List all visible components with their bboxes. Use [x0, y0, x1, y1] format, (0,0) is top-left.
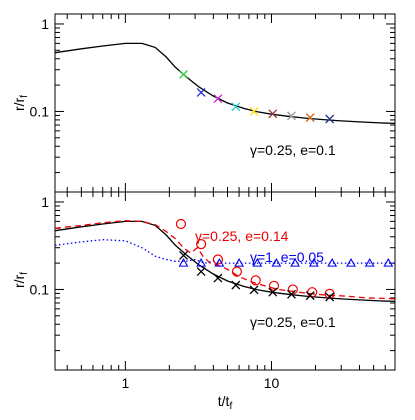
- triangle-marker: [214, 258, 225, 267]
- x-marker: [231, 280, 241, 290]
- triangle-marker: [346, 258, 356, 267]
- bottom-panel-frame: [54, 191, 396, 371]
- top-panel-ticks: [55, 14, 396, 192]
- bottom-panel-x-tick-labels: 1 10: [121, 375, 279, 391]
- triangle-marker: [308, 258, 319, 267]
- x-marker: [287, 111, 296, 121]
- triangle-marker: [364, 258, 375, 267]
- x-marker: [305, 113, 315, 123]
- circle-marker: [231, 266, 243, 277]
- x-tick-label: 1: [121, 375, 129, 391]
- bottom-panel-y-tick-labels: 10.1: [30, 194, 50, 297]
- x-marker: [325, 292, 335, 302]
- triangle-marker: [271, 258, 282, 267]
- circle-marker: [307, 287, 318, 298]
- circle-marker: [196, 238, 207, 250]
- x-marker: [249, 285, 259, 295]
- top-panel-y-tick-labels: 10.1: [30, 16, 50, 119]
- x-marker: [268, 287, 278, 297]
- triangle-marker: [196, 258, 207, 267]
- x-marker: [268, 109, 278, 119]
- triangle-marker: [290, 258, 301, 267]
- y-tick-label: 0.1: [30, 103, 50, 119]
- triangle-marker: [383, 258, 394, 267]
- x-marker: [325, 114, 335, 124]
- top-panel-y-axis-label: r/rf: [11, 95, 30, 111]
- top-panel-markers: [179, 69, 335, 124]
- triangle-marker: [327, 258, 338, 267]
- y-tick-label: 0.1: [30, 281, 50, 297]
- triangle-marker: [252, 258, 263, 267]
- x-marker: [231, 102, 241, 112]
- circle-marker: [212, 254, 224, 265]
- series-line-dashed: [54, 220, 396, 300]
- annotation-blue: γ=1, e=0.05: [250, 249, 324, 265]
- x-marker: [305, 291, 315, 301]
- y-tick-label: 1: [41, 16, 49, 32]
- x-axis-label: t/tf: [218, 393, 233, 412]
- circle-marker: [324, 288, 335, 299]
- circle-marker: [175, 218, 187, 230]
- bottom-panel-markers: [175, 218, 394, 302]
- bottom-panel-ticks: [55, 192, 396, 370]
- x-marker: [196, 267, 206, 277]
- series-line-dotted: [54, 239, 395, 264]
- x-marker: [213, 94, 223, 104]
- y-tick-label: 1: [41, 194, 49, 210]
- triangle-marker: [234, 258, 245, 267]
- x-marker: [179, 69, 188, 79]
- x-marker: [287, 289, 296, 299]
- annotation-black: γ=0.25, e=0.1: [250, 314, 336, 330]
- bottom-panel-y-axis-label: r/rf: [11, 272, 30, 288]
- circle-marker: [287, 284, 298, 295]
- x-marker: [213, 273, 223, 283]
- x-marker: [196, 87, 206, 97]
- triangle-marker: [178, 258, 189, 267]
- annotation-red: γ=0.25, e=0.14: [195, 228, 289, 244]
- x-marker: [249, 106, 259, 116]
- x-tick-label: 10: [264, 375, 280, 391]
- circle-marker: [250, 275, 261, 286]
- x-marker: [179, 250, 188, 260]
- top-panel-annotation: γ=0.25, e=0.1: [250, 142, 336, 158]
- bottom-panel: 10.1 1 10 r/rf t/tf γ=0.25, e=0.14 γ=1, e…: [11, 191, 396, 412]
